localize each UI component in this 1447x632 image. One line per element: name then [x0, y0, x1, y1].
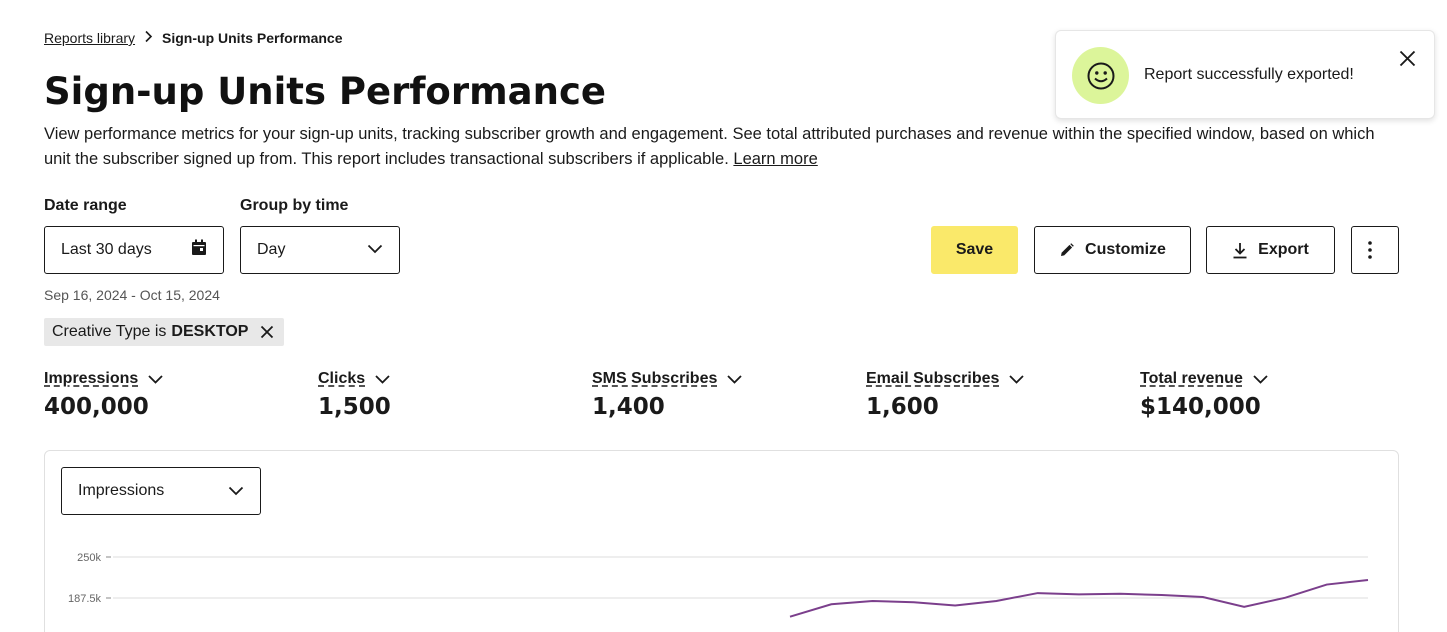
metric-sms-dropdown[interactable]: SMS Subscribes	[592, 370, 743, 388]
metric-clicks: Clicks 1,500	[318, 370, 391, 420]
date-range-label: Date range	[44, 197, 127, 214]
date-range-value: Last 30 days	[61, 241, 152, 258]
toast-notification: Report successfully exported!	[1055, 30, 1435, 119]
metric-email-dropdown[interactable]: Email Subscribes	[866, 370, 1025, 388]
chevron-down-icon	[1253, 374, 1268, 384]
metric-sms-subscribes: SMS Subscribes 1,400	[592, 370, 743, 420]
download-icon	[1233, 242, 1247, 258]
metric-value: 400,000	[44, 394, 149, 420]
metric-total-revenue: Total revenue $140,000	[1140, 370, 1268, 420]
metric-impressions: Impressions 400,000	[44, 370, 163, 420]
close-icon[interactable]	[260, 325, 274, 339]
page-title: Sign-up Units Performance	[44, 70, 606, 113]
customize-label: Customize	[1085, 241, 1166, 258]
metric-label: Email Subscribes	[866, 370, 1000, 387]
export-button[interactable]: Export	[1206, 226, 1335, 274]
y-tick-label: 187.5k	[68, 593, 102, 605]
page-description: View performance metrics for your sign-u…	[44, 122, 1404, 171]
metric-label: Impressions	[44, 370, 139, 387]
chevron-down-icon	[367, 241, 383, 259]
metric-value: 1,500	[318, 394, 391, 420]
group-by-select[interactable]: Day	[240, 226, 400, 274]
chevron-down-icon	[148, 374, 163, 384]
chevron-down-icon	[375, 374, 390, 384]
more-vertical-icon	[1368, 241, 1372, 259]
series-line	[789, 578, 1369, 618]
metric-label: Clicks	[318, 370, 366, 387]
metric-label: SMS Subscribes	[592, 370, 718, 387]
filter-chip: Creative Type is DESKTOP	[44, 318, 285, 346]
learn-more-link[interactable]: Learn more	[733, 149, 818, 168]
chevron-down-icon	[1009, 374, 1025, 384]
metric-revenue-dropdown[interactable]: Total revenue	[1140, 370, 1268, 388]
metric-clicks-dropdown[interactable]: Clicks	[318, 370, 391, 388]
pencil-icon	[1061, 243, 1074, 256]
filter-chip-prefix: Creative Type is	[52, 323, 167, 340]
chart-panel: Impressions 250k 187.5k	[44, 450, 1399, 632]
metric-value: 1,600	[866, 394, 939, 420]
close-icon[interactable]	[1399, 50, 1416, 72]
chevron-down-icon	[727, 374, 743, 384]
metric-email-subscribes: Email Subscribes 1,600	[866, 370, 1025, 420]
group-by-label: Group by time	[240, 197, 349, 214]
customize-button[interactable]: Customize	[1034, 226, 1191, 274]
export-label: Export	[1258, 241, 1309, 258]
breadcrumb-current: Sign-up Units Performance	[162, 30, 343, 46]
calendar-icon	[191, 239, 207, 261]
metric-impressions-dropdown[interactable]: Impressions	[44, 370, 163, 388]
save-button[interactable]: Save	[931, 226, 1018, 274]
metric-value: 1,400	[592, 394, 665, 420]
date-span-text: Sep 16, 2024 - Oct 15, 2024	[44, 287, 220, 303]
chevron-right-icon	[144, 30, 153, 46]
metric-label: Total revenue	[1140, 370, 1243, 387]
filter-chip-value: DESKTOP	[171, 323, 249, 340]
breadcrumb-reports-library[interactable]: Reports library	[44, 30, 136, 46]
chevron-down-icon	[228, 486, 244, 496]
breadcrumb: Reports library Sign-up Units Performanc…	[44, 30, 343, 46]
group-by-value: Day	[257, 241, 286, 258]
description-text: View performance metrics for your sign-u…	[44, 125, 1375, 168]
more-options-button[interactable]	[1351, 226, 1399, 274]
smiley-icon	[1072, 47, 1129, 104]
date-range-select[interactable]: Last 30 days	[44, 226, 224, 274]
metric-value: $140,000	[1140, 394, 1261, 420]
chart-metric-value: Impressions	[78, 482, 165, 499]
line-chart: 250k 187.5k	[68, 552, 1369, 618]
chart-metric-select[interactable]: Impressions	[61, 467, 261, 515]
toast-message: Report successfully exported!	[1144, 66, 1354, 83]
y-tick-label: 250k	[77, 552, 101, 564]
